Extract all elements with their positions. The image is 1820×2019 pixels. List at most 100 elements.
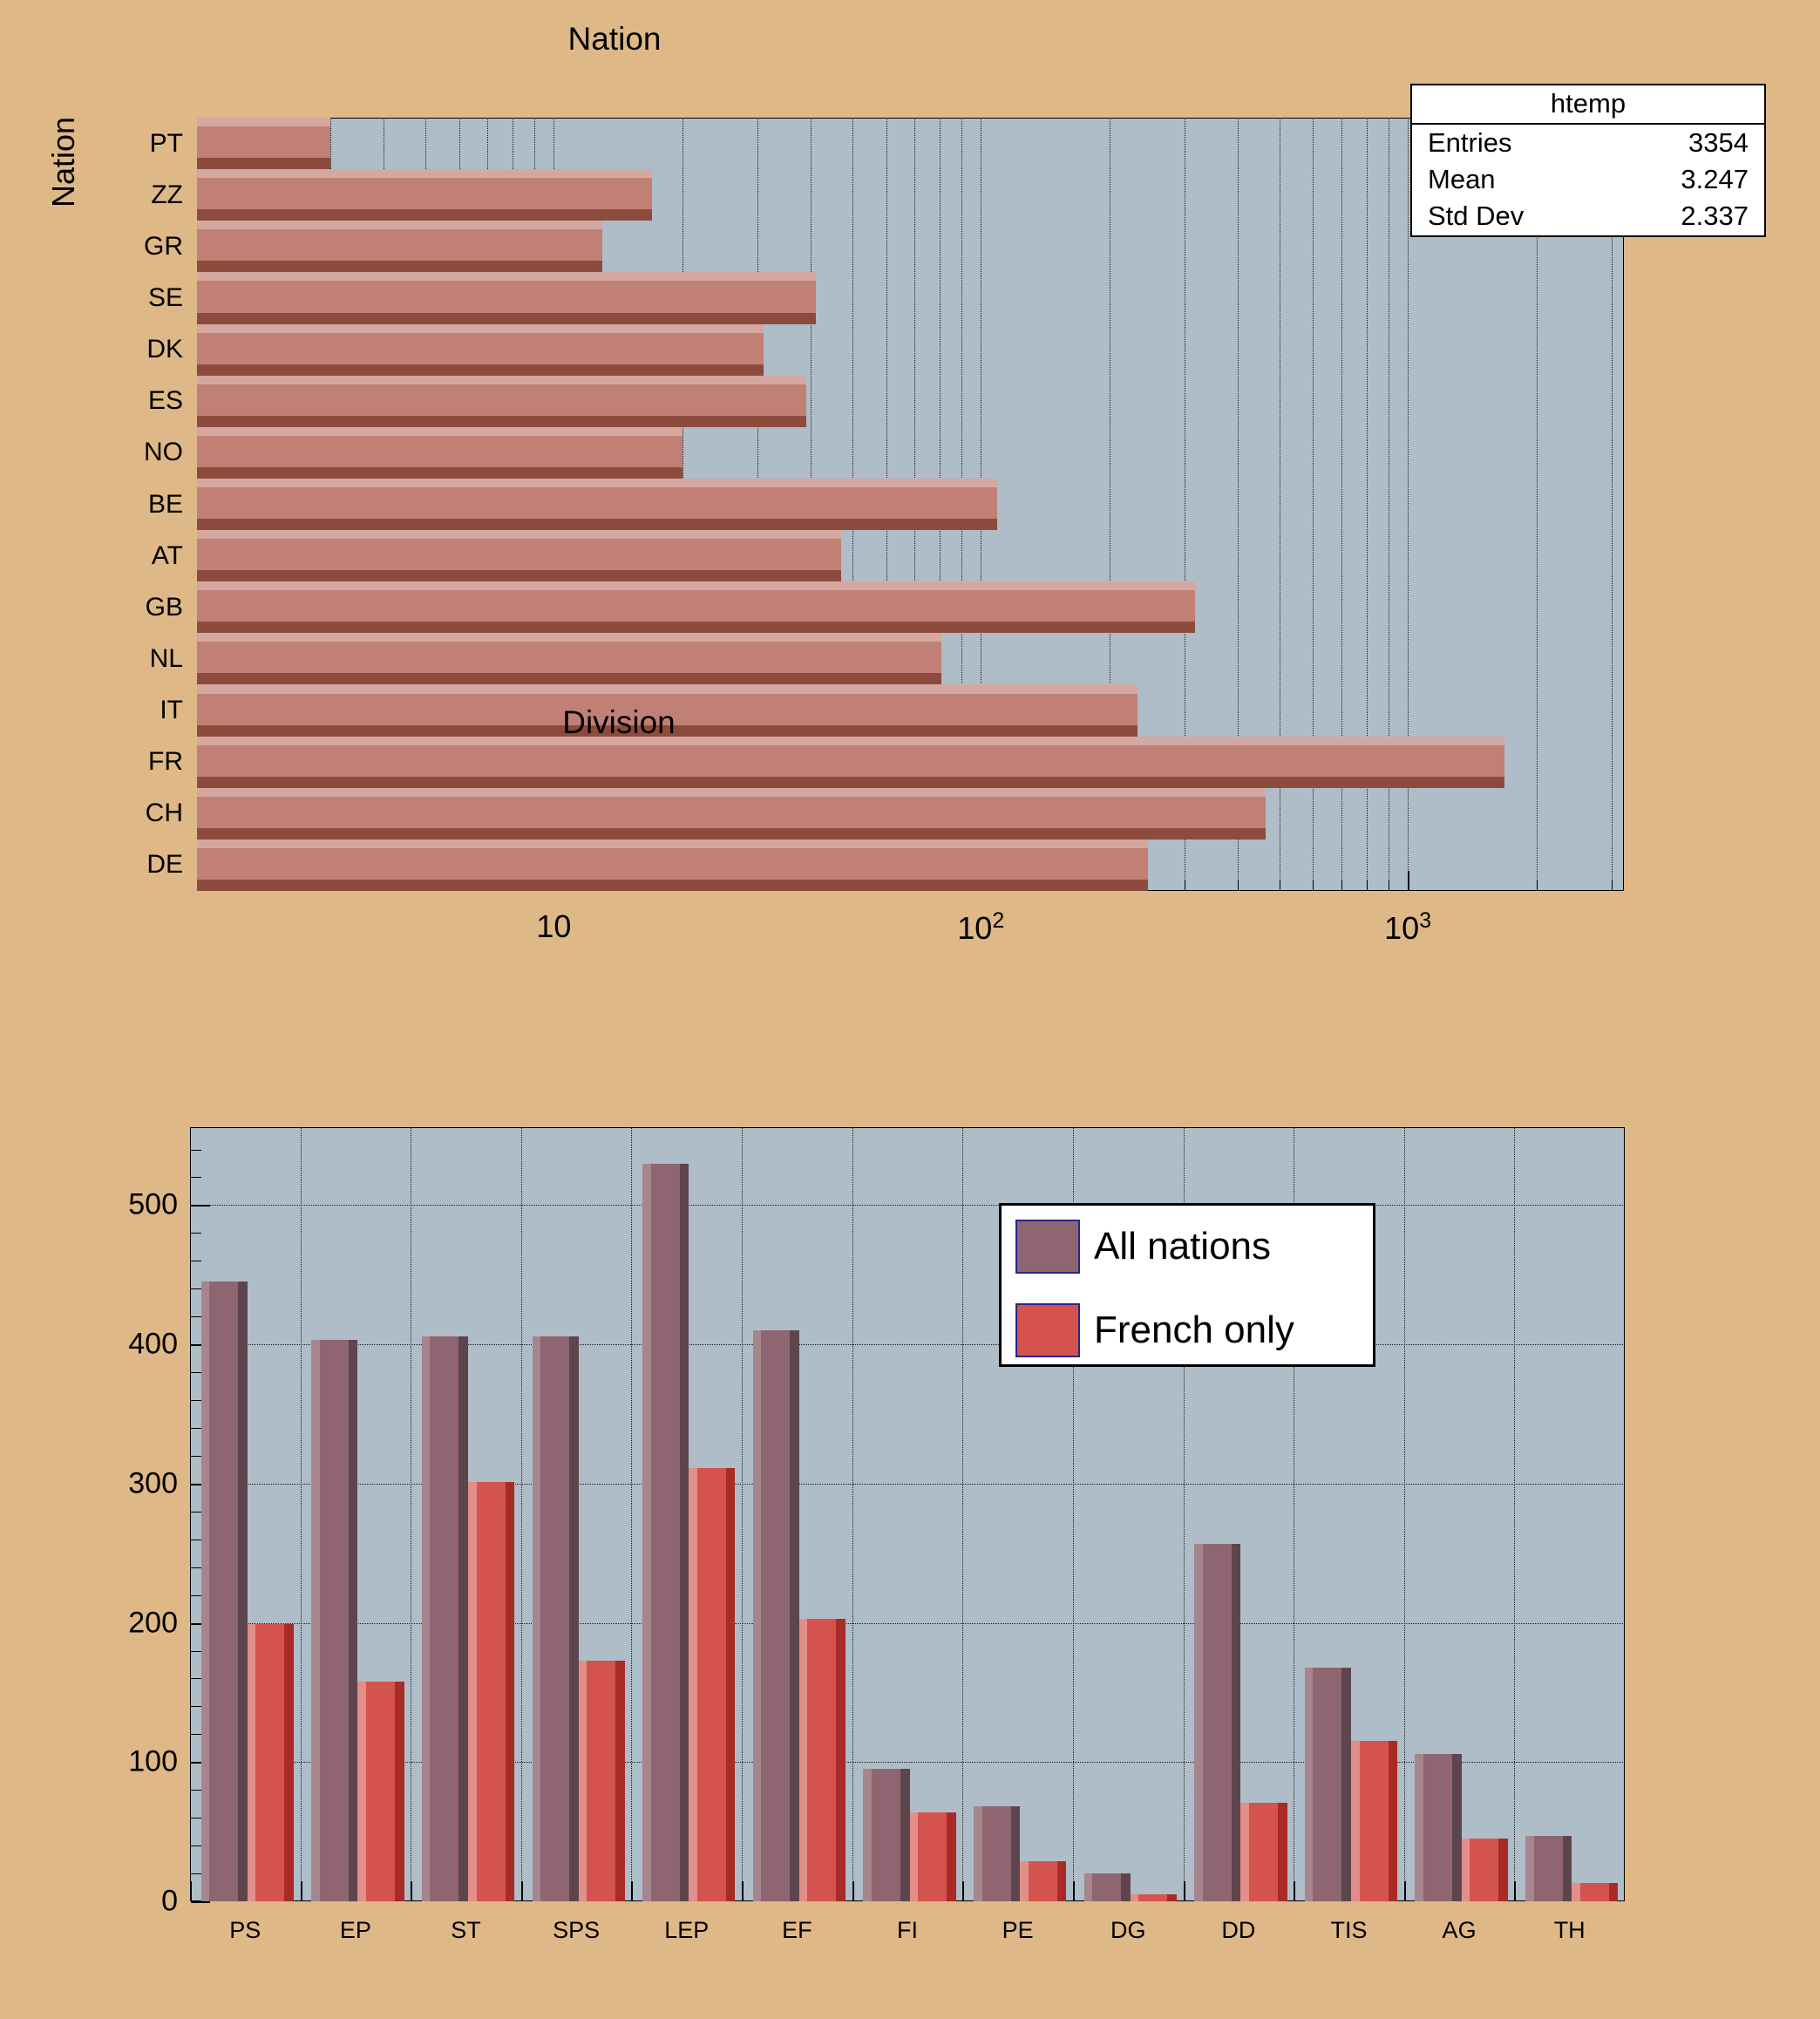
- x-axis-label-LEP: LEP: [664, 1917, 710, 1943]
- grid-line-bin-edge: [1403, 1127, 1405, 1901]
- x-axis-label-TIS: TIS: [1330, 1917, 1368, 1943]
- bar-french-only-DD-body: [1248, 1802, 1278, 1901]
- bar-french-only-LEP-right: [725, 1468, 736, 1901]
- bar-FR-top: [197, 736, 1504, 745]
- grid-line-y-100: [190, 1762, 1625, 1764]
- stats-rows: Entries 3354 Mean 3.247 Std Dev 2.337: [1412, 125, 1764, 235]
- x-axis-bin-tick: [852, 1881, 854, 1900]
- bar-GB-body: [197, 590, 1196, 622]
- bar-FR-bottom: [197, 776, 1504, 788]
- nation-y-axis-title: Nation: [45, 116, 81, 207]
- bar-DK-top: [197, 323, 764, 333]
- bar-SE-body: [197, 281, 816, 313]
- grid-line-x-major: [1408, 118, 1409, 891]
- bar-ZZ-bottom: [197, 209, 653, 221]
- x-tick-label-10: 10: [536, 908, 572, 944]
- x-tick-label-100: 102: [957, 908, 1005, 946]
- x-axis-minor-tick: [1536, 880, 1538, 890]
- y-axis-minor-tick: [191, 1288, 201, 1290]
- bar-all-nations-DD-right: [1231, 1543, 1241, 1901]
- y-tick-label-100: 100: [128, 1744, 178, 1778]
- bar-french-only-DG-left: [1130, 1894, 1139, 1901]
- bar-french-only-AG-left: [1461, 1839, 1470, 1901]
- grid-line-y-400: [190, 1344, 1625, 1346]
- y-axis-label-DE: DE: [146, 850, 183, 880]
- bar-CH-top: [197, 787, 1267, 797]
- y-axis-label-BE: BE: [147, 489, 183, 519]
- bar-french-only-SPS-left: [578, 1660, 587, 1901]
- bar-all-nations-SPS-right: [569, 1336, 579, 1901]
- bar-french-only-EF-right: [836, 1618, 846, 1901]
- bar-DK-body: [197, 332, 764, 364]
- division-chart-title: Division: [562, 704, 676, 740]
- bar-french-only-DG-body: [1138, 1894, 1168, 1901]
- bar-SE-top: [197, 272, 816, 282]
- bar-NO-body: [197, 435, 682, 467]
- y-tick-label-200: 200: [128, 1606, 178, 1640]
- bar-PT-top: [197, 118, 331, 127]
- x-axis-bin-tick: [1294, 1881, 1296, 1900]
- y-axis-label-IT: IT: [160, 696, 183, 725]
- y-axis-label-ZZ: ZZ: [151, 180, 183, 209]
- bar-AT-body: [197, 539, 841, 571]
- grid-line-bin-edge: [742, 1127, 744, 1901]
- y-axis-minor-tick: [191, 1372, 201, 1374]
- bar-french-only-AG-right: [1498, 1839, 1508, 1901]
- bar-IT-bottom: [197, 724, 1138, 737]
- bar-all-nations-ST-body: [430, 1336, 459, 1901]
- bar-all-nations-EP-left: [311, 1340, 320, 1901]
- bar-all-nations-TIS-right: [1341, 1667, 1351, 1901]
- bar-DE-bottom: [197, 879, 1148, 891]
- bar-all-nations-DG-right: [1121, 1873, 1131, 1901]
- x-axis-label-EF: EF: [782, 1917, 812, 1943]
- x-tick-label-1000: 103: [1384, 908, 1432, 946]
- bar-french-only-ST-body: [476, 1482, 506, 1901]
- bar-all-nations-TIS-body: [1313, 1667, 1342, 1901]
- bar-french-only-EP-body: [366, 1681, 395, 1901]
- y-axis-label-AT: AT: [151, 540, 183, 570]
- legend-swatch-0: [1015, 1220, 1080, 1274]
- bar-french-only-SPS-right: [615, 1660, 625, 1901]
- bar-IT-top: [197, 684, 1138, 694]
- y-axis-label-ES: ES: [147, 386, 183, 416]
- grid-line-y-300: [190, 1483, 1625, 1485]
- x-axis-bin-tick: [742, 1881, 744, 1900]
- grid-line-bin-edge: [852, 1127, 853, 1901]
- bar-french-only-ST-right: [505, 1482, 515, 1901]
- y-axis-label-GR: GR: [144, 231, 183, 261]
- grid-line-bin-edge: [1183, 1127, 1185, 1901]
- x-axis-label-PE: PE: [1002, 1917, 1034, 1943]
- y-tick-label-400: 400: [128, 1327, 178, 1361]
- bar-GR-top: [197, 221, 603, 230]
- y-axis-label-GB: GB: [145, 592, 183, 622]
- bar-all-nations-DG-left: [1083, 1873, 1093, 1901]
- x-axis-bin-tick: [300, 1881, 302, 1900]
- bar-all-nations-ST-left: [421, 1336, 431, 1901]
- x-axis-bin-tick: [1514, 1881, 1517, 1900]
- y-axis-minor-tick: [191, 1400, 201, 1402]
- y-axis-major-tick: [191, 1762, 210, 1764]
- bar-PT-bottom: [197, 158, 331, 170]
- bar-all-nations-TH-right: [1562, 1835, 1572, 1901]
- bar-french-only-EP-left: [357, 1681, 367, 1901]
- bar-french-only-FI-right: [947, 1812, 956, 1901]
- x-axis-label-SPS: SPS: [553, 1917, 601, 1943]
- grid-line-x: [1611, 118, 1613, 891]
- bar-DE-top: [197, 839, 1148, 848]
- bar-french-only-DD-right: [1277, 1802, 1287, 1901]
- bar-SE-bottom: [197, 312, 816, 324]
- grid-line-bin-edge: [631, 1127, 633, 1901]
- bar-french-only-LEP-body: [696, 1468, 726, 1901]
- y-axis-label-NO: NO: [144, 438, 183, 467]
- bar-french-only-EF-body: [807, 1618, 837, 1901]
- bar-NL-body: [197, 642, 942, 674]
- grid-line-y-500: [190, 1205, 1625, 1207]
- grid-line-x: [1313, 118, 1314, 891]
- grid-line-x: [1238, 118, 1239, 891]
- grid-line-y-200: [190, 1622, 1625, 1624]
- bar-french-only-EP-right: [394, 1681, 404, 1901]
- y-axis-minor-tick: [191, 1511, 201, 1513]
- y-tick-label-0: 0: [161, 1884, 178, 1918]
- y-axis-label-FR: FR: [148, 747, 183, 777]
- stats-label: Entries: [1428, 127, 1512, 158]
